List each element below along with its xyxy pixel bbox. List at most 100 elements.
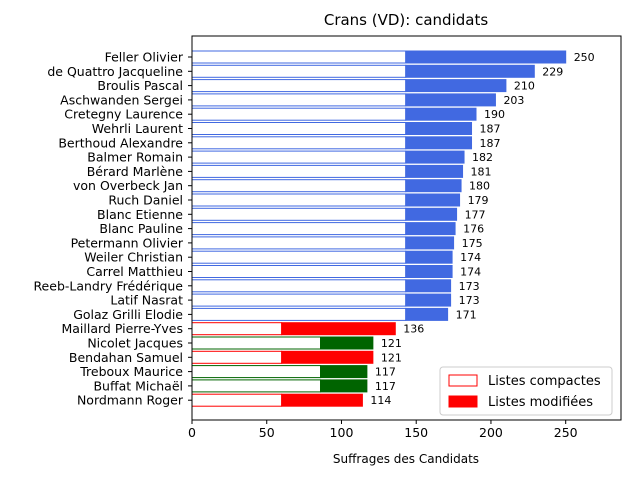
- value-label: 173: [459, 280, 480, 293]
- x-tick-label: 100: [330, 425, 354, 440]
- value-label: 229: [542, 65, 563, 78]
- bar-15-modifiees: [405, 250, 453, 264]
- bar-3-modifiees: [405, 79, 507, 93]
- category-label: von Overbeck Jan: [73, 178, 183, 193]
- bar-19-compactes: [191, 307, 407, 321]
- bar-16-compactes: [191, 265, 407, 278]
- bar-18-compactes: [191, 293, 407, 307]
- category-label: de Quattro Jacqueline: [47, 64, 183, 79]
- x-axis: 0 50 100 150 200 250: [188, 56, 578, 440]
- legend-swatch-modifiees: [448, 395, 478, 408]
- category-label: Feller Olivier: [105, 50, 184, 65]
- value-label: 175: [462, 237, 483, 250]
- bar-4-modifiees: [405, 93, 496, 107]
- bar-11-modifiees: [405, 193, 461, 207]
- value-label: 114: [370, 394, 391, 407]
- bar-12-modifiees: [405, 207, 458, 221]
- bar-10-compactes: [191, 179, 407, 193]
- category-label: Balmer Romain: [87, 150, 183, 165]
- bar-2-compactes: [191, 64, 407, 78]
- legend-swatch-compactes: [448, 374, 478, 387]
- bar-9-compactes: [191, 164, 407, 178]
- bar-7-modifiees: [405, 136, 473, 150]
- category-label: Buffat Michaël: [93, 378, 183, 393]
- bar-16-modifiees: [405, 265, 453, 278]
- bar-10-modifiees: [405, 179, 462, 193]
- value-label: 117: [375, 366, 396, 379]
- value-label: 182: [472, 151, 493, 164]
- value-label: 176: [463, 223, 484, 236]
- category-label: Maillard Pierre-Yves: [61, 321, 183, 336]
- bar-23-compactes: [191, 365, 322, 379]
- legend-label-modifiees: Listes modifiées: [488, 395, 593, 410]
- bar-4-compactes: [191, 93, 407, 107]
- bar-22-compactes: [191, 350, 283, 364]
- bar-8-compactes: [191, 150, 407, 164]
- category-label: Blanc Etienne: [97, 207, 183, 222]
- value-label: 190: [484, 108, 505, 121]
- bar-1-modifiees: [405, 50, 567, 64]
- bar-6-modifiees: [405, 122, 473, 135]
- category-label: Bérard Marlène: [87, 164, 184, 179]
- plot-frame: [191, 35, 622, 421]
- bar-14-compactes: [191, 236, 407, 250]
- value-label: 181: [471, 165, 492, 178]
- value-label: 171: [456, 308, 477, 321]
- value-label: 250: [574, 51, 595, 64]
- bar-17-modifiees: [405, 279, 452, 293]
- bar-11-compactes: [191, 193, 407, 207]
- legend-label-compactes: Listes compactes: [488, 374, 601, 389]
- category-label: Nicolet Jacques: [87, 336, 183, 351]
- chart-title: Crans (VD): candidats: [324, 11, 488, 29]
- bar-19-modifiees: [405, 307, 449, 321]
- value-label: 174: [460, 251, 481, 264]
- value-label: 121: [381, 337, 402, 350]
- category-label: Weiler Christian: [84, 250, 183, 265]
- bar-25-compactes: [191, 393, 283, 407]
- value-label: 117: [375, 380, 396, 393]
- bar-14-modifiees: [405, 236, 455, 250]
- value-label: 121: [381, 351, 402, 364]
- bar-24-compactes: [191, 379, 322, 393]
- bar-25-modifiees: [281, 393, 363, 407]
- bar-1-compactes: [191, 50, 407, 64]
- value-label: 187: [480, 123, 501, 136]
- value-label: 173: [459, 294, 480, 307]
- value-label: 136: [403, 323, 424, 336]
- category-label: Bendahan Samuel: [69, 350, 183, 365]
- legend-frame: [439, 366, 613, 416]
- bar-7-compactes: [191, 136, 407, 150]
- bars-layer: [191, 50, 567, 407]
- category-label: Latif Nasrat: [110, 293, 183, 308]
- x-tick-label: 200: [479, 425, 503, 440]
- category-label: Blanc Pauline: [99, 221, 183, 236]
- bar-9-modifiees: [405, 164, 464, 178]
- category-label: Wehrli Laurent: [92, 121, 183, 136]
- bar-5-compactes: [191, 107, 407, 121]
- category-label: Petermann Olivier: [71, 235, 184, 250]
- bar-5-modifiees: [405, 107, 477, 121]
- bar-8-modifiees: [405, 150, 465, 164]
- legend: Listes compactes Listes modifiées: [439, 366, 613, 416]
- bar-13-compactes: [191, 222, 407, 236]
- bar-18-modifiees: [405, 293, 452, 307]
- value-labels: 2502292102031901871871821811801791771761…: [370, 51, 594, 407]
- category-label: Aschwanden Sergei: [60, 92, 183, 107]
- bar-21-compactes: [191, 336, 322, 350]
- category-label: Ruch Daniel: [108, 193, 183, 208]
- category-label: Golaz Grilli Elodie: [73, 307, 183, 322]
- x-tick-label: 250: [554, 425, 578, 440]
- bar-6-compactes: [191, 122, 407, 135]
- bar-17-compactes: [191, 279, 407, 293]
- category-label: Cretegny Laurence: [64, 107, 183, 122]
- value-label: 174: [460, 266, 481, 279]
- category-label: Carrel Matthieu: [86, 264, 183, 279]
- bar-24-modifiees: [320, 379, 368, 393]
- bar-2-modifiees: [405, 64, 535, 78]
- bar-20-modifiees: [281, 322, 396, 336]
- value-label: 177: [465, 208, 486, 221]
- bar-23-modifiees: [320, 365, 368, 379]
